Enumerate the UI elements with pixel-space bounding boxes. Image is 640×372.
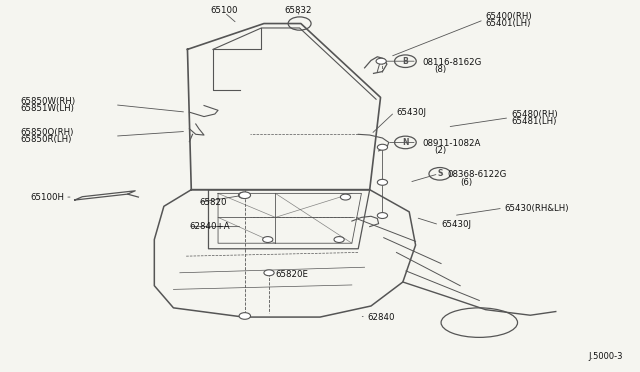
Text: 65100H: 65100H xyxy=(30,193,64,202)
Circle shape xyxy=(264,270,274,276)
Text: 65850W(RH): 65850W(RH) xyxy=(20,97,76,106)
Text: 62840+A: 62840+A xyxy=(189,222,230,231)
Text: 65430(RH&LH): 65430(RH&LH) xyxy=(505,203,570,213)
Text: (8): (8) xyxy=(435,65,447,74)
Text: 65100: 65100 xyxy=(211,6,238,15)
Circle shape xyxy=(376,58,387,64)
Circle shape xyxy=(334,237,344,243)
Circle shape xyxy=(378,144,388,150)
Text: N: N xyxy=(402,138,408,147)
Text: 65480(RH): 65480(RH) xyxy=(511,109,558,119)
Text: (6): (6) xyxy=(460,178,472,187)
Text: 65851W(LH): 65851W(LH) xyxy=(20,104,74,113)
Text: 65430J: 65430J xyxy=(396,108,426,117)
Text: 08911-1082A: 08911-1082A xyxy=(422,139,481,148)
Circle shape xyxy=(340,194,351,200)
Text: 65820E: 65820E xyxy=(275,270,308,279)
Text: 65820: 65820 xyxy=(199,198,227,207)
Circle shape xyxy=(262,237,273,243)
Text: 65400(RH): 65400(RH) xyxy=(486,12,532,21)
Text: (2): (2) xyxy=(435,147,447,155)
Circle shape xyxy=(239,312,250,319)
Text: 65850R(LH): 65850R(LH) xyxy=(20,135,72,144)
Text: 62840: 62840 xyxy=(368,312,396,321)
Circle shape xyxy=(239,192,248,198)
Text: 08116-8162G: 08116-8162G xyxy=(422,58,481,67)
Text: 08368-6122G: 08368-6122G xyxy=(447,170,507,179)
Text: 65401(LH): 65401(LH) xyxy=(486,19,531,28)
Text: 65481(LH): 65481(LH) xyxy=(511,117,557,126)
Text: 65430J: 65430J xyxy=(441,220,471,229)
Text: 65850Q(RH): 65850Q(RH) xyxy=(20,128,74,137)
Text: 65832: 65832 xyxy=(284,6,312,15)
Text: B: B xyxy=(403,57,408,66)
Text: J.5000-3: J.5000-3 xyxy=(588,352,623,361)
Text: S: S xyxy=(437,169,442,178)
Circle shape xyxy=(378,179,388,185)
Circle shape xyxy=(239,192,250,199)
Circle shape xyxy=(378,212,388,218)
